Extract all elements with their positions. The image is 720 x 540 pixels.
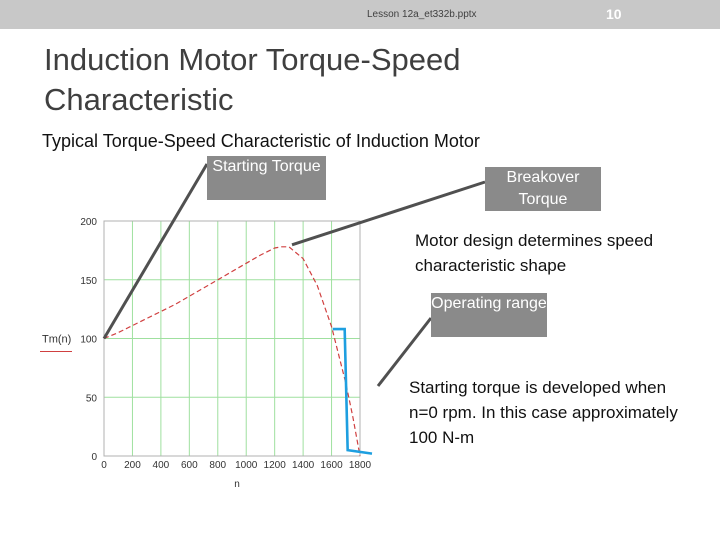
- y-tick-label: 100: [80, 335, 97, 346]
- y-axis-label: Tm(n): [42, 334, 71, 346]
- slide-subtitle: Typical Torque-Speed Characteristic of I…: [42, 131, 480, 151]
- slide-title: Induction Motor Torque-Speed Characteris…: [44, 42, 461, 117]
- operating-range-callout: Operating range: [431, 293, 547, 337]
- x-tick-label: 200: [124, 460, 141, 471]
- filename-label: Lesson 12a_et332b.pptx: [367, 9, 477, 20]
- y-tick-label: 50: [86, 393, 98, 404]
- x-tick-label: 0: [101, 460, 107, 471]
- x-tick-label: 600: [181, 460, 198, 471]
- x-tick-label: 1200: [264, 460, 287, 471]
- starting-torque-note: Starting torque is developed when n=0 rp…: [409, 378, 678, 447]
- slide-header-bar: Lesson 12a_et332b.pptx 10: [0, 0, 720, 29]
- y-tick-label: 0: [91, 452, 97, 463]
- x-tick-label: 400: [153, 460, 170, 471]
- x-tick-label: 1600: [320, 460, 343, 471]
- page-number: 10: [606, 6, 622, 22]
- breakover-torque-callout-line: [291, 180, 486, 247]
- x-axis-label: n: [234, 479, 240, 490]
- x-tick-label: 1800: [349, 460, 372, 471]
- starting-torque-callout: Starting Torque: [207, 156, 326, 200]
- y-tick-label: 200: [80, 217, 97, 228]
- starting-torque-callout-line: [102, 163, 209, 340]
- x-tick-label: 1000: [235, 460, 258, 471]
- y-tick-label: 150: [80, 276, 97, 287]
- x-tick-label: 800: [209, 460, 226, 471]
- breakover-torque-callout: Breakover Torque: [485, 167, 601, 211]
- operating-range-callout-line: [376, 317, 433, 387]
- torque-speed-curve: [103, 246, 361, 457]
- operating-range-marker: [332, 327, 373, 455]
- x-tick-label: 1400: [292, 460, 315, 471]
- design-note: Motor design determines speed characteri…: [415, 231, 654, 275]
